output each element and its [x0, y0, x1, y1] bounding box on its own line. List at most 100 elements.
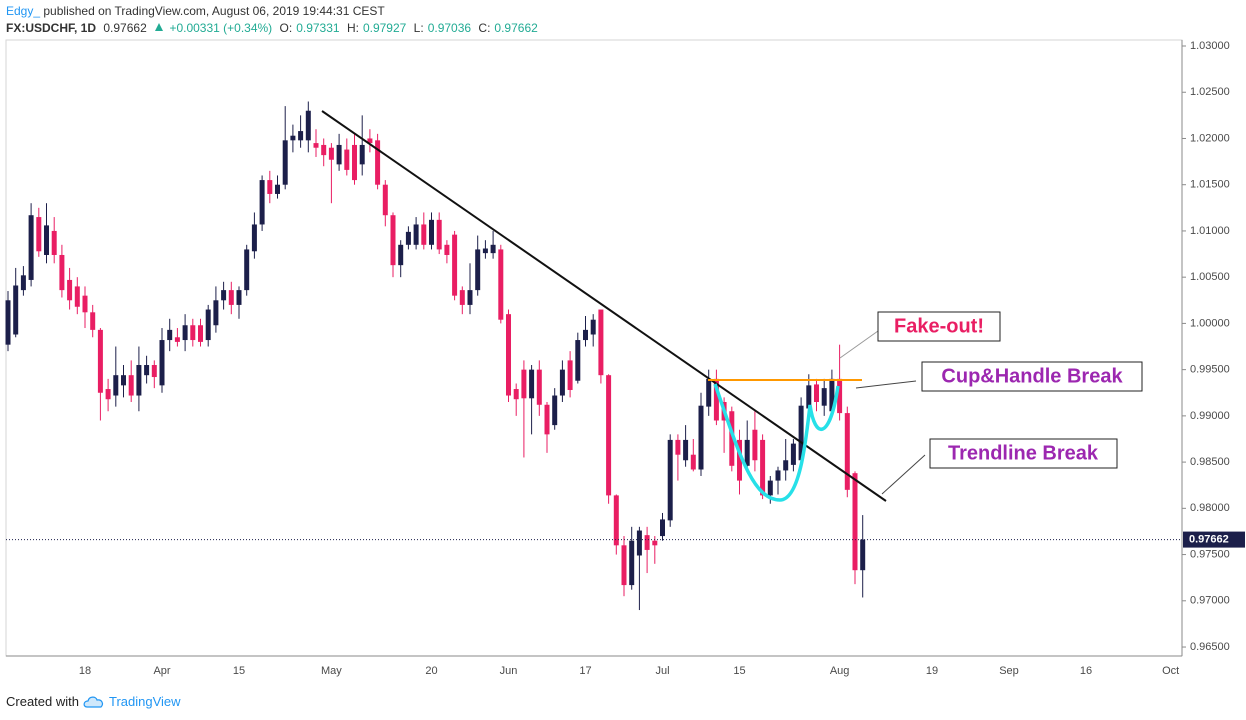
candle-body — [436, 219, 442, 250]
trend-line — [321, 110, 887, 502]
brand[interactable]: TradingView — [108, 694, 181, 709]
c-label: C: — [478, 21, 491, 35]
candle-body — [567, 360, 573, 390]
candle-body — [5, 300, 11, 345]
candle-body — [275, 184, 281, 194]
x-tick-label: 16 — [1080, 665, 1092, 677]
candle-body — [190, 325, 196, 341]
callout-line — [855, 380, 917, 389]
change: +0.00331 (+0.34%) — [169, 21, 273, 35]
candle-body — [713, 378, 719, 421]
candle-body — [767, 480, 773, 496]
h-value: 0.97927 — [362, 21, 407, 35]
candle-body — [536, 369, 542, 405]
candle-body — [506, 314, 512, 396]
candle-body — [259, 180, 265, 225]
candle-body — [529, 369, 535, 399]
candle-body — [405, 231, 411, 245]
y-tick-label: 0.99500 — [1190, 364, 1230, 376]
callout-line — [881, 454, 926, 495]
candle-body — [398, 244, 404, 266]
candle-body — [660, 519, 666, 537]
x-tick-label: 17 — [579, 665, 591, 677]
y-tick-label: 0.97000 — [1190, 595, 1230, 607]
candle-body — [729, 411, 735, 466]
candle-body — [174, 337, 180, 342]
candle-body — [413, 224, 419, 245]
candle-body — [82, 295, 88, 313]
candle-body — [182, 325, 188, 341]
candle-body — [675, 439, 681, 455]
candle-body — [444, 244, 450, 255]
candle-body — [290, 135, 296, 141]
candle-body — [90, 312, 96, 330]
candle-body — [775, 470, 781, 481]
y-tick-label: 0.98500 — [1190, 456, 1230, 468]
candle-body — [429, 219, 435, 245]
candle-body — [28, 215, 34, 280]
candle-body — [752, 429, 758, 461]
candle-body — [59, 254, 65, 291]
candle-body — [167, 329, 173, 341]
candle-body — [821, 388, 827, 406]
candle-body — [305, 110, 311, 141]
y-tick-label: 1.02500 — [1190, 86, 1230, 98]
candle-body — [583, 329, 589, 341]
candle-body — [382, 184, 388, 216]
l-label: L: — [413, 21, 424, 35]
candle-body — [121, 375, 127, 386]
o-value: 0.97331 — [296, 21, 340, 35]
annotation-box — [921, 361, 1143, 392]
candle-body — [44, 225, 50, 255]
candle-body — [390, 215, 396, 266]
x-tick-label: 20 — [425, 665, 437, 677]
candle-body — [267, 180, 273, 194]
candle-body — [598, 309, 604, 376]
candle-body — [652, 540, 658, 546]
candle-body — [590, 319, 596, 335]
candle-body — [475, 249, 481, 291]
x-tick-label: May — [321, 665, 342, 677]
candle-body — [74, 286, 80, 307]
candle-body — [852, 473, 858, 571]
candle-body — [806, 385, 812, 409]
footer: Created with TradingView — [6, 694, 181, 709]
candle-body — [20, 275, 26, 291]
candle-body — [352, 144, 358, 181]
candle-body — [698, 405, 704, 470]
candle-body — [359, 144, 365, 165]
chart: Fake-out! Cup&Handle Break Trendline Bre… — [5, 39, 1245, 677]
created-with: Created with — [6, 694, 79, 709]
candle-body — [144, 365, 150, 376]
candle-body — [151, 365, 157, 378]
x-tick-label: 18 — [79, 665, 91, 677]
x-tick-label: Jul — [655, 665, 669, 677]
candle-body — [251, 224, 257, 252]
x-tick-label: Jun — [500, 665, 518, 677]
x-tick-label: 19 — [926, 665, 938, 677]
y-tick-label: 1.01000 — [1190, 225, 1230, 237]
price-label-box — [1183, 531, 1245, 548]
candle-body — [313, 143, 319, 148]
x-tick-label: Sep — [999, 665, 1019, 677]
candle-body — [636, 530, 642, 556]
x-tick-label: Apr — [153, 665, 170, 677]
annotation: Fake-out! — [894, 315, 984, 337]
candle-body — [205, 309, 211, 341]
y-tick-label: 1.02000 — [1190, 132, 1230, 144]
candle-body — [860, 539, 866, 571]
legend: FX:USDCHF, 1D 0.97662 +0.00331 (+0.34%) … — [6, 21, 542, 35]
y-tick-label: 0.99000 — [1190, 410, 1230, 422]
candle-body — [760, 439, 766, 496]
candle-body — [136, 365, 142, 396]
candle-body — [459, 290, 465, 305]
logo-icon — [83, 696, 103, 708]
o-label: O: — [279, 21, 293, 35]
candle-body — [198, 325, 204, 342]
c-value: 0.97662 — [494, 21, 538, 35]
candle-body — [336, 144, 342, 165]
author[interactable]: Edgy_ — [6, 4, 41, 18]
candle-body — [97, 329, 103, 393]
candle-body — [683, 439, 689, 461]
candle-body — [51, 230, 57, 255]
